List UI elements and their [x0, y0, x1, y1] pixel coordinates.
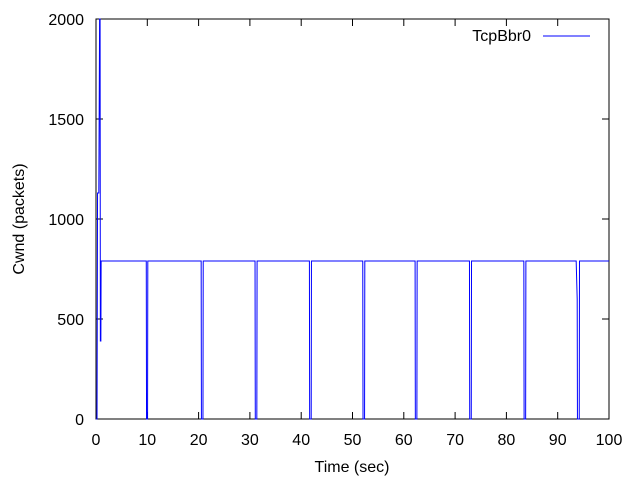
x-tick-label: 60	[395, 432, 413, 449]
x-tick-label: 100	[596, 432, 623, 449]
x-tick-label: 10	[138, 432, 156, 449]
x-tick-label: 50	[344, 432, 362, 449]
x-tick-label: 0	[92, 432, 101, 449]
x-tick-label: 40	[292, 432, 310, 449]
y-tick-label: 2000	[48, 12, 84, 29]
y-tick-label: 1500	[48, 112, 84, 129]
x-tick-label: 20	[190, 432, 208, 449]
legend-label: TcpBbr0	[472, 28, 531, 45]
legend: TcpBbr0	[472, 28, 590, 45]
x-axis-label: Time (sec)	[315, 459, 390, 476]
x-tick-label: 80	[498, 432, 516, 449]
plot-frame	[95, 18, 610, 420]
y-tick-label: 0	[75, 412, 84, 429]
x-tick-label: 90	[549, 432, 567, 449]
x-tick-label: 30	[241, 432, 259, 449]
y-axis-label: Cwnd (packets)	[11, 163, 28, 274]
y-tick-label: 1000	[48, 212, 84, 229]
y-tick-label: 500	[57, 312, 84, 329]
x-tick-label: 70	[446, 432, 464, 449]
axis-ticks	[95, 18, 610, 420]
series-layer	[96, 18, 609, 420]
series-line-0	[96, 18, 609, 420]
